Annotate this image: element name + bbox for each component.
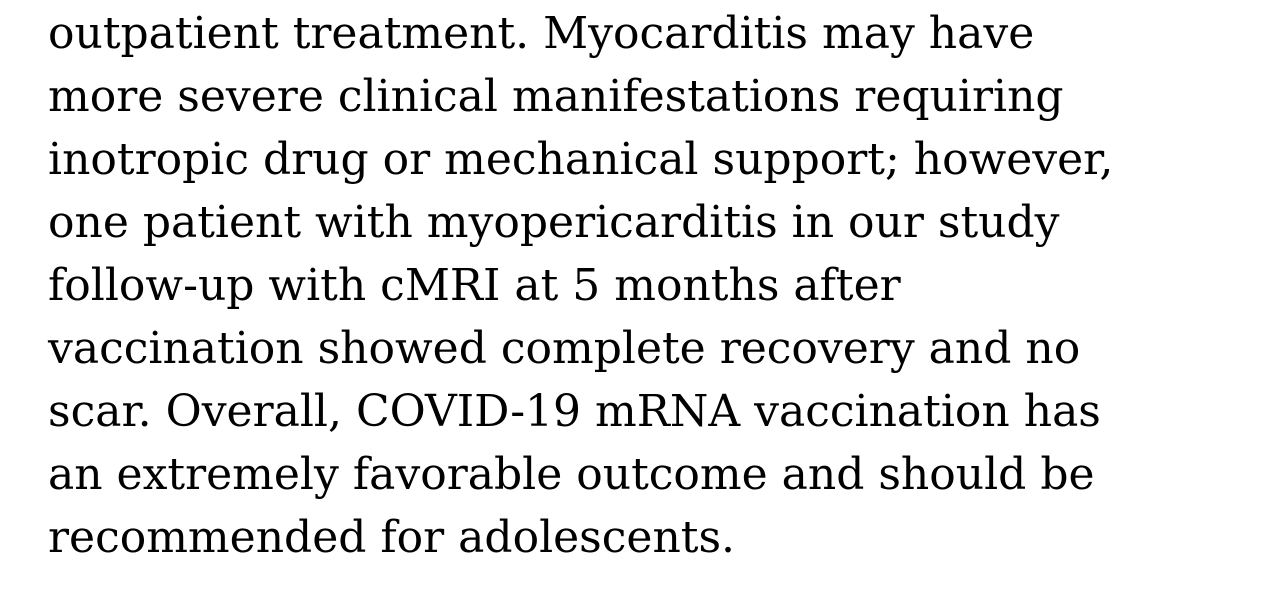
- text-line: scar. Overall, COVID-19 mRNA vaccination…: [48, 386, 1101, 437]
- text-line: an extremely favorable outcome and shoul…: [48, 449, 1095, 500]
- text-line: recommended for adolescents.: [48, 512, 736, 563]
- text-line: outpatient treatment. Myocarditis may ha…: [48, 8, 1035, 59]
- body-paragraph: outpatient treatment. Myocarditis may ha…: [48, 2, 1268, 569]
- text-line: vaccination showed complete recovery and…: [48, 323, 1081, 374]
- text-line: more severe clinical manifestations requ…: [48, 71, 1064, 122]
- text-line: inotropic drug or mechanical support; ho…: [48, 134, 1114, 185]
- text-line: one patient with myopericarditis in our …: [48, 197, 1060, 248]
- text-line: follow-up with cMRI at 5 months after: [48, 260, 901, 311]
